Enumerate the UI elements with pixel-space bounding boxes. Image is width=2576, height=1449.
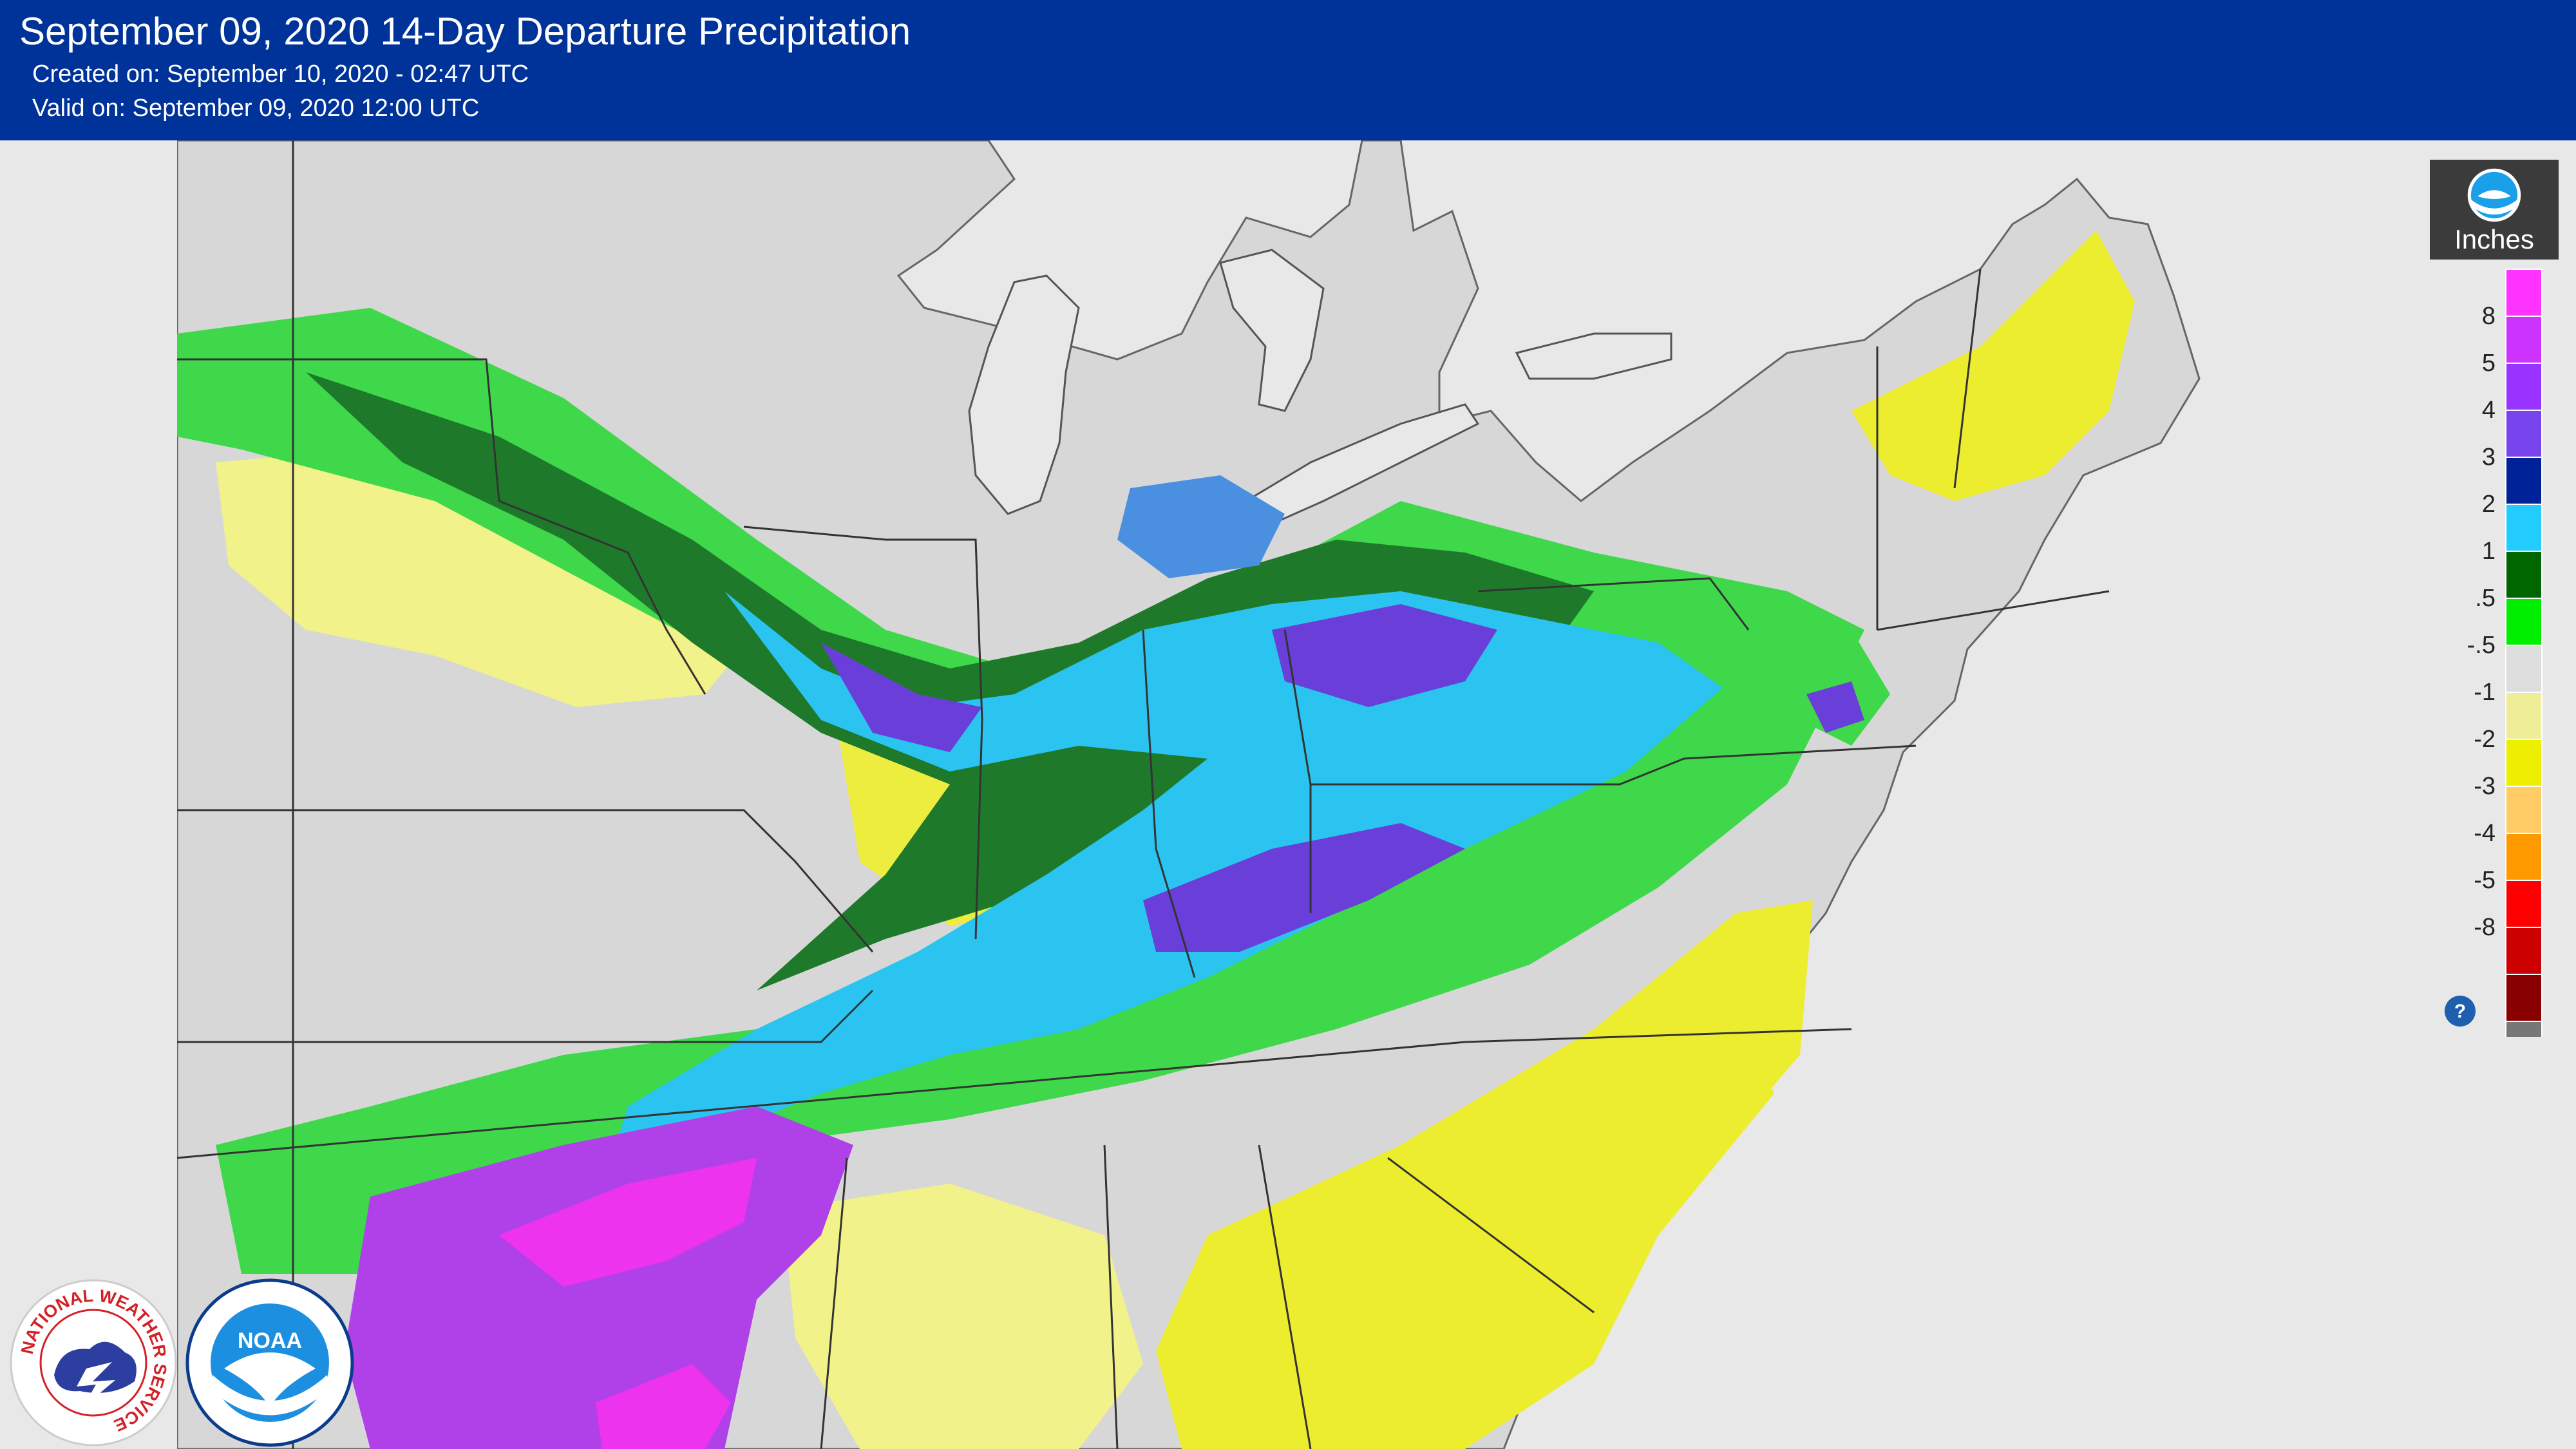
legend-swatch xyxy=(2505,504,2543,552)
help-question-icon[interactable]: ? xyxy=(2444,995,2476,1027)
heavy-band-ohio xyxy=(1272,604,1497,707)
precipitation-map[interactable] xyxy=(177,140,2473,1449)
legend-tick-label: 4 xyxy=(2482,397,2496,424)
state-line xyxy=(1877,590,2110,631)
legend-swatch xyxy=(2505,974,2543,1022)
dry-region-mid-atlantic xyxy=(1594,900,1813,1145)
state-line xyxy=(177,809,874,952)
legend-swatch xyxy=(2505,927,2543,975)
legend-tick-label: 1 xyxy=(2482,538,2496,565)
legend-tick-label: 2 xyxy=(2482,491,2496,518)
lake-michigan xyxy=(968,274,1080,515)
legend-swatch xyxy=(2505,739,2543,787)
noaa-small-logo-icon xyxy=(2467,168,2521,222)
lake-huron xyxy=(1219,249,1325,412)
legend-tick-label: -2 xyxy=(2474,726,2496,753)
ne-coast-purple xyxy=(1806,681,1864,733)
state-line xyxy=(1477,577,1750,630)
state-line xyxy=(820,1157,848,1449)
nws-logo-icon: NATIONAL WEATHER SERVICE xyxy=(10,1279,177,1446)
map-canvas[interactable] xyxy=(177,140,2473,1449)
legend-swatch xyxy=(2505,598,2543,646)
state-line xyxy=(1311,744,1917,786)
svg-text:?: ? xyxy=(2454,1001,2466,1022)
legend-units-label: Inches xyxy=(2454,224,2534,254)
legend-tick-label: 5 xyxy=(2482,350,2496,377)
created-timestamp: Created on: September 10, 2020 - 02:47 U… xyxy=(32,61,529,88)
state-line xyxy=(1103,1144,1119,1449)
legend-swatches xyxy=(2505,269,2543,1037)
legend-header: Inches xyxy=(2430,160,2559,260)
noaa-logo-icon: NOAA xyxy=(185,1278,354,1447)
legend-tick-label: .5 xyxy=(2475,585,2496,612)
legend: Inches 8 5 4 3 2 1 .5 -.5 -1 -2 -3 -4 -5 -8 xyxy=(2430,160,2559,1037)
legend-tick-label: -5 xyxy=(2474,867,2496,894)
legend-scale: 8 5 4 3 2 1 .5 -.5 -1 -2 -3 -4 -5 -8 xyxy=(2467,269,2543,1037)
state-line xyxy=(743,526,983,940)
legend-swatch xyxy=(2505,410,2543,458)
wet-band-darkgreen xyxy=(306,372,1594,990)
state-line xyxy=(1387,1157,1595,1314)
legend-swatch xyxy=(2505,880,2543,928)
state-line xyxy=(1142,629,1196,978)
legend-tick-label: -8 xyxy=(2474,914,2496,941)
legend-swatch xyxy=(2505,833,2543,881)
legend-swatch xyxy=(2505,269,2543,317)
dry-region-southeast xyxy=(1156,978,1774,1449)
legend-swatch xyxy=(2505,692,2543,740)
legend-tick-label: 3 xyxy=(2482,444,2496,471)
state-line xyxy=(177,1028,1852,1159)
legend-tick-label: -.5 xyxy=(2467,632,2496,659)
header-bar: September 09, 2020 14-Day Departure Prec… xyxy=(0,0,2576,140)
legend-swatch xyxy=(2505,1021,2543,1037)
legend-swatch xyxy=(2505,786,2543,834)
state-line xyxy=(1953,269,1982,489)
dry-region-south xyxy=(782,1184,1143,1449)
lake-erie xyxy=(1244,403,1480,528)
extreme-region-magenta xyxy=(499,1158,757,1287)
extreme-region-magenta-south xyxy=(596,1364,731,1449)
legend-swatch xyxy=(2505,363,2543,411)
legend-swatch xyxy=(2505,551,2543,599)
heavy-band-blue xyxy=(821,643,982,752)
legend-labels: 8 5 4 3 2 1 .5 -.5 -1 -2 -3 -4 -5 -8 xyxy=(2467,303,2496,941)
state-line xyxy=(1258,1144,1312,1449)
noaa-logo-text: NOAA xyxy=(238,1329,302,1353)
heavy-band-michigan xyxy=(1117,475,1285,578)
legend-tick-label: 8 xyxy=(2482,303,2496,330)
lake-ontario xyxy=(1515,332,1672,380)
legend-tick-label: -1 xyxy=(2474,679,2496,706)
heavy-band-ky xyxy=(1143,823,1465,952)
map-title: September 09, 2020 14-Day Departure Prec… xyxy=(19,10,911,53)
legend-tick-label: -3 xyxy=(2474,773,2496,800)
dry-region-new-england xyxy=(1852,231,2135,501)
state-line xyxy=(177,989,874,1043)
legend-swatch xyxy=(2505,645,2543,693)
legend-tick-label: -4 xyxy=(2474,820,2496,847)
valid-timestamp: Valid on: September 09, 2020 12:00 UTC xyxy=(32,95,480,122)
state-line xyxy=(177,358,706,695)
legend-swatch xyxy=(2505,457,2543,505)
legend-swatch xyxy=(2505,316,2543,364)
state-boundaries xyxy=(177,140,2110,1449)
precip-regions xyxy=(177,231,2135,1449)
